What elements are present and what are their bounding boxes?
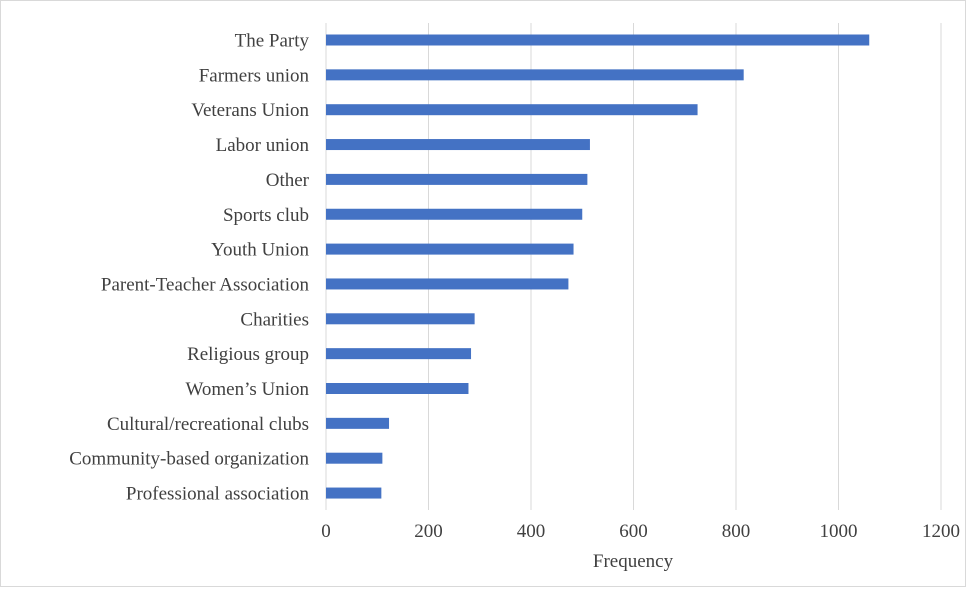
category-label: The Party <box>235 31 310 52</box>
x-tick-label: 0 <box>321 521 331 542</box>
category-label: Religious group <box>187 344 309 365</box>
bar <box>326 104 698 116</box>
category-label: Women’s Union <box>185 379 309 400</box>
bar <box>326 278 569 290</box>
category-label: Veterans Union <box>191 100 309 121</box>
bar <box>326 139 590 151</box>
x-tick-label: 200 <box>414 521 443 542</box>
bar <box>326 69 744 81</box>
category-label: Charities <box>240 309 309 330</box>
x-tick-label: 1000 <box>820 521 858 542</box>
bar <box>326 417 390 429</box>
bar <box>326 348 472 360</box>
category-label: Parent-Teacher Association <box>101 274 310 295</box>
bar <box>326 173 588 185</box>
category-label: Farmers union <box>199 65 310 86</box>
category-label: Cultural/recreational clubs <box>107 414 309 435</box>
x-axis-title: Frequency <box>593 551 674 572</box>
x-tick-label: 1200 <box>922 521 960 542</box>
bar <box>326 487 382 499</box>
bar <box>326 208 583 220</box>
bar <box>326 243 574 255</box>
x-tick-label: 600 <box>619 521 648 542</box>
x-tick-labels: 0 200 400 600 800 1000 1200 <box>321 521 960 542</box>
gridlines <box>325 23 942 510</box>
bar <box>326 452 383 464</box>
category-label: Professional association <box>126 484 310 505</box>
x-tick-label: 800 <box>722 521 751 542</box>
x-tick-label: 400 <box>517 521 546 542</box>
bar <box>326 34 870 46</box>
bar <box>326 313 475 325</box>
category-label: Community-based organization <box>69 449 309 470</box>
bars <box>326 34 870 499</box>
category-labels: The Party Farmers union Veterans Union Labo… <box>69 31 309 505</box>
category-label: Labor union <box>216 135 310 156</box>
category-label: Other <box>266 170 310 191</box>
category-label: Youth Union <box>211 240 309 261</box>
bar <box>326 383 469 394</box>
category-label: Sports club <box>223 205 309 226</box>
